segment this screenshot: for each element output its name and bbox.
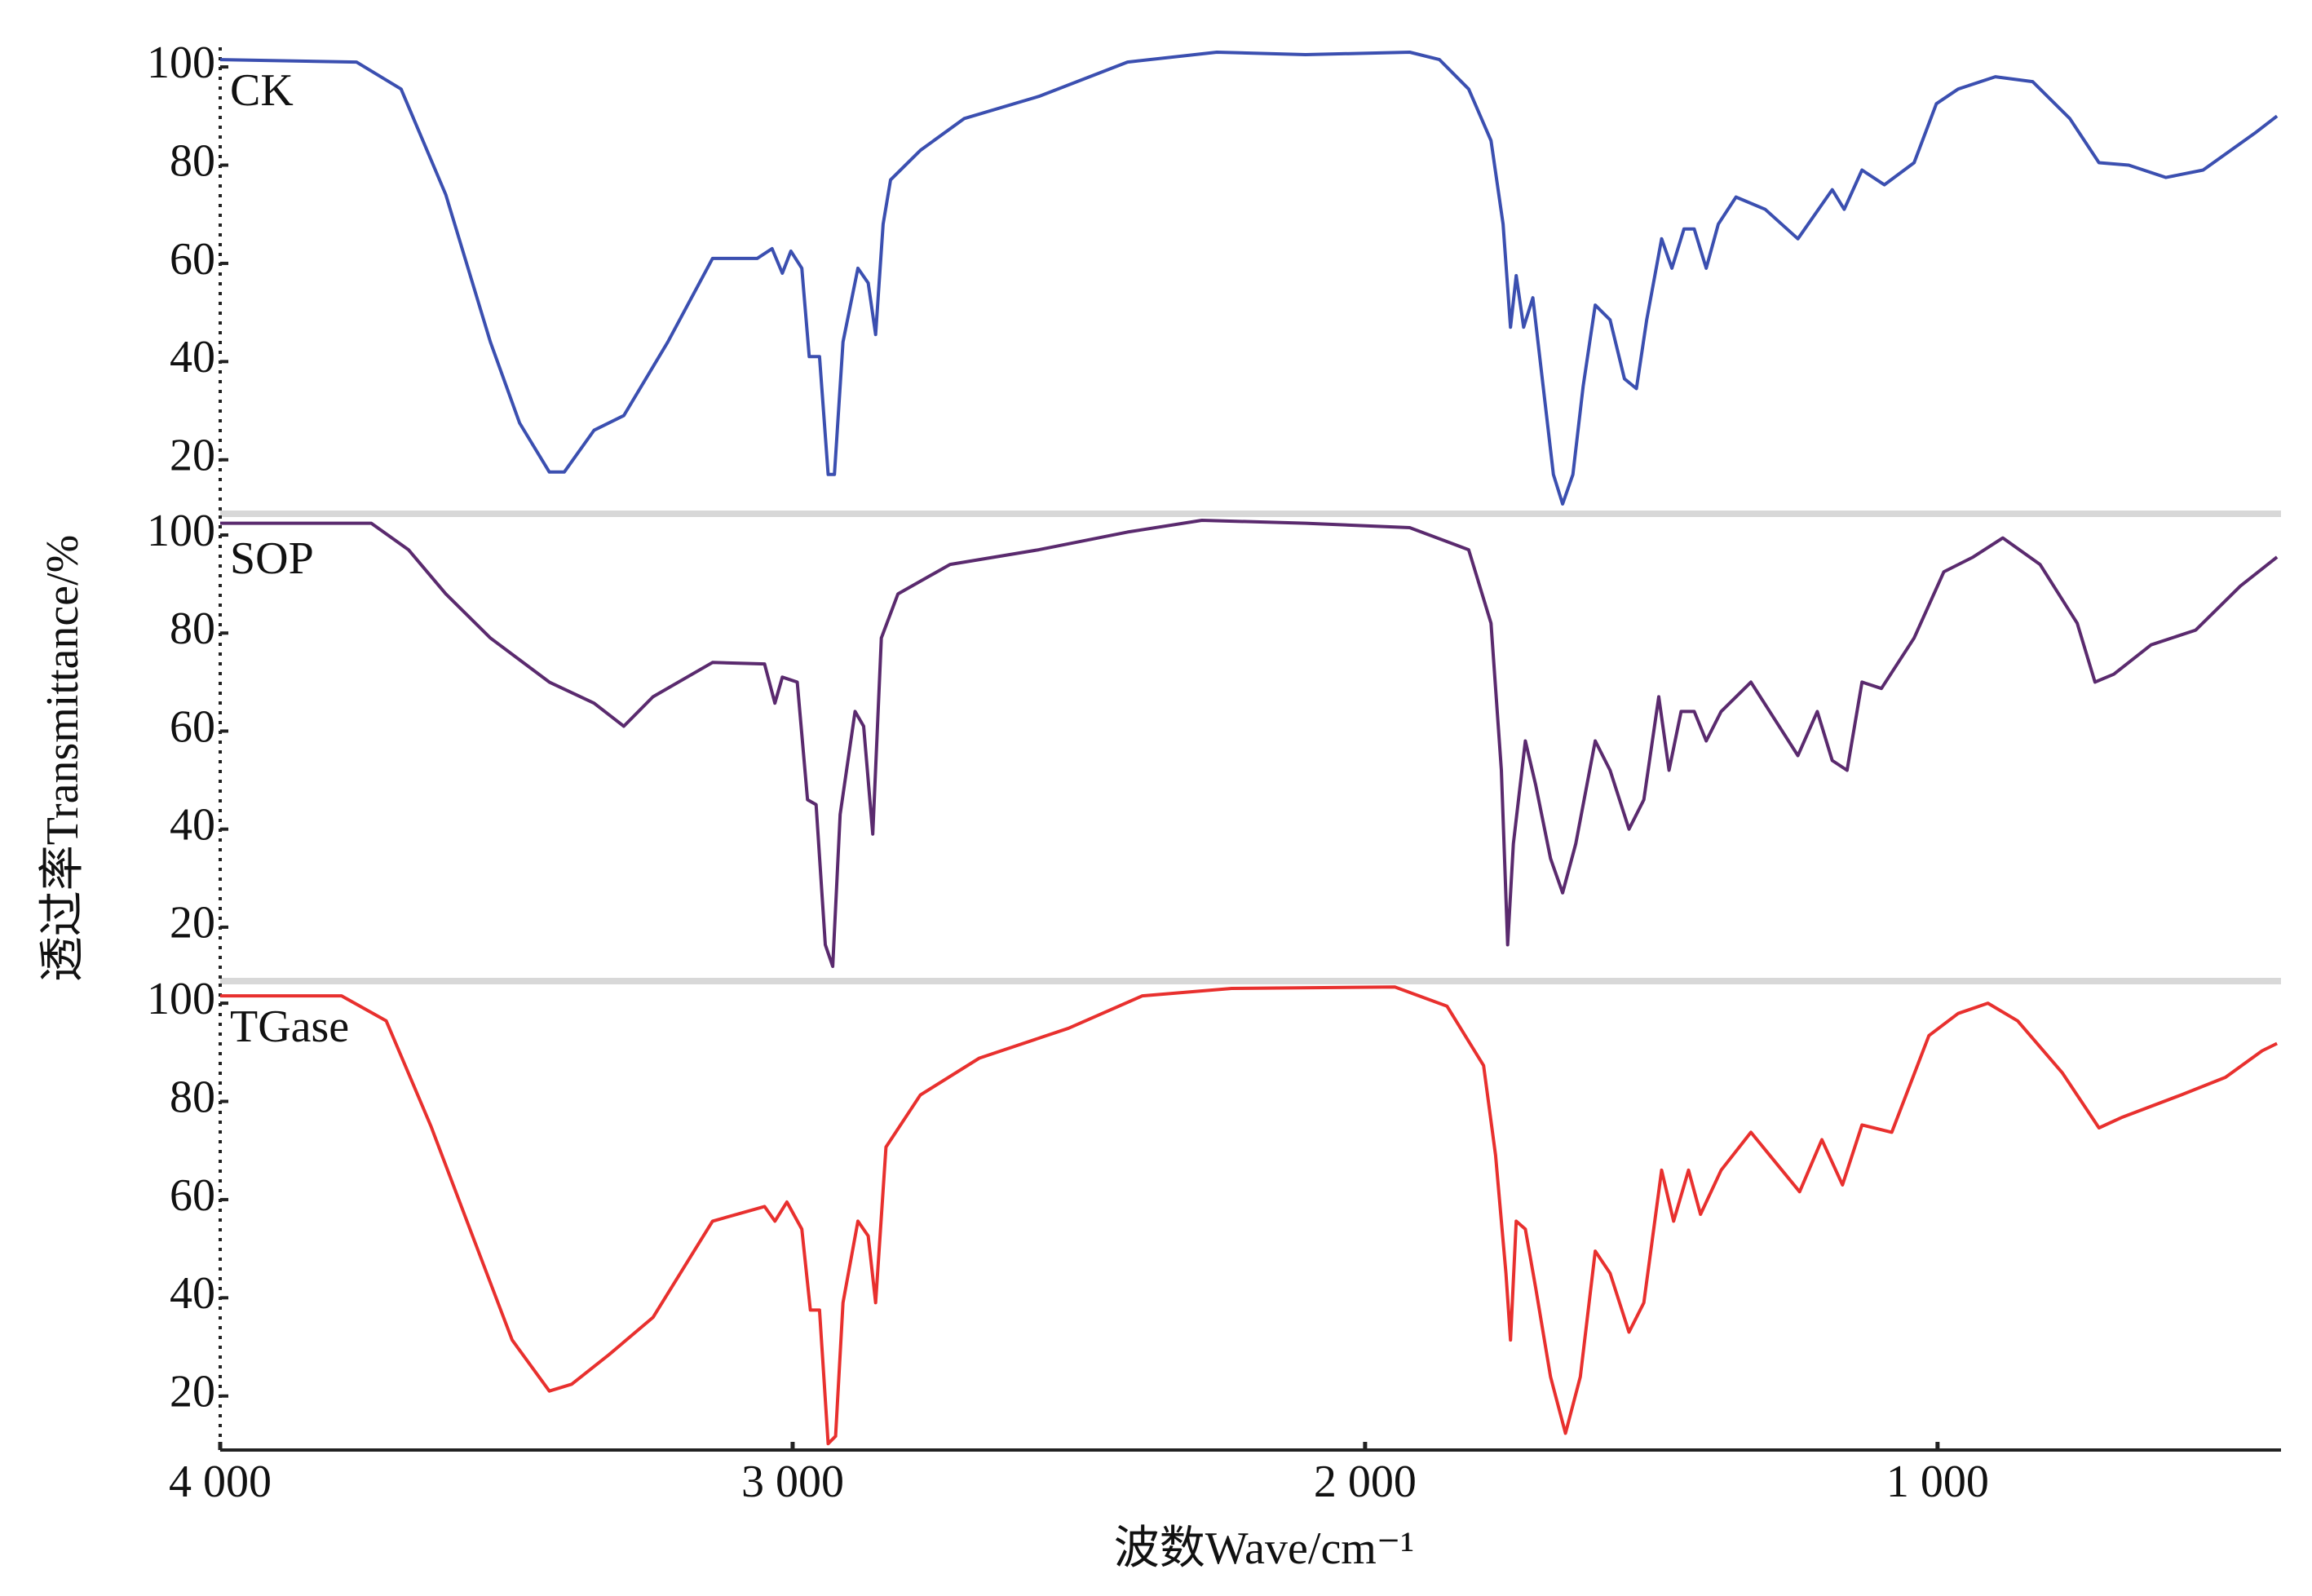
spectrum-line <box>220 985 2278 1446</box>
x-tick-label: 3 000 <box>741 1457 844 1507</box>
y-tick-label: 100 <box>147 974 215 1024</box>
y-tick-label: 100 <box>147 38 215 88</box>
y-tick-label: 100 <box>147 506 215 556</box>
x-tick-label: 4 000 <box>169 1457 272 1507</box>
y-tick-label: 80 <box>170 603 215 654</box>
spectrum-line <box>219 51 2279 506</box>
y-tick-label: 20 <box>170 1367 215 1417</box>
y-tick-label: 60 <box>170 234 215 285</box>
series-label: SOP <box>230 533 314 584</box>
y-tick-label: 40 <box>170 332 215 382</box>
x-tick-label: 1 000 <box>1886 1457 1989 1507</box>
series-label: CK <box>230 65 294 116</box>
x-axis-label: 波数Wave/cm⁻¹ <box>1114 1523 1414 1574</box>
y-tick-label: 80 <box>170 1072 215 1122</box>
y-tick-label: 60 <box>170 701 215 752</box>
y-tick-label: 60 <box>170 1170 215 1221</box>
x-tick-label: 2 000 <box>1314 1457 1417 1507</box>
y-tick-label: 40 <box>170 1268 215 1319</box>
y-tick-label: 20 <box>170 431 215 481</box>
y-tick-label: 40 <box>170 800 215 851</box>
y-tick-label: 20 <box>170 898 215 948</box>
y-axis-label: 透过率Transmittance/% <box>38 535 88 983</box>
series-label: TGase <box>230 1001 349 1052</box>
spectrum-line <box>220 519 2279 968</box>
y-tick-label: 80 <box>170 135 215 186</box>
